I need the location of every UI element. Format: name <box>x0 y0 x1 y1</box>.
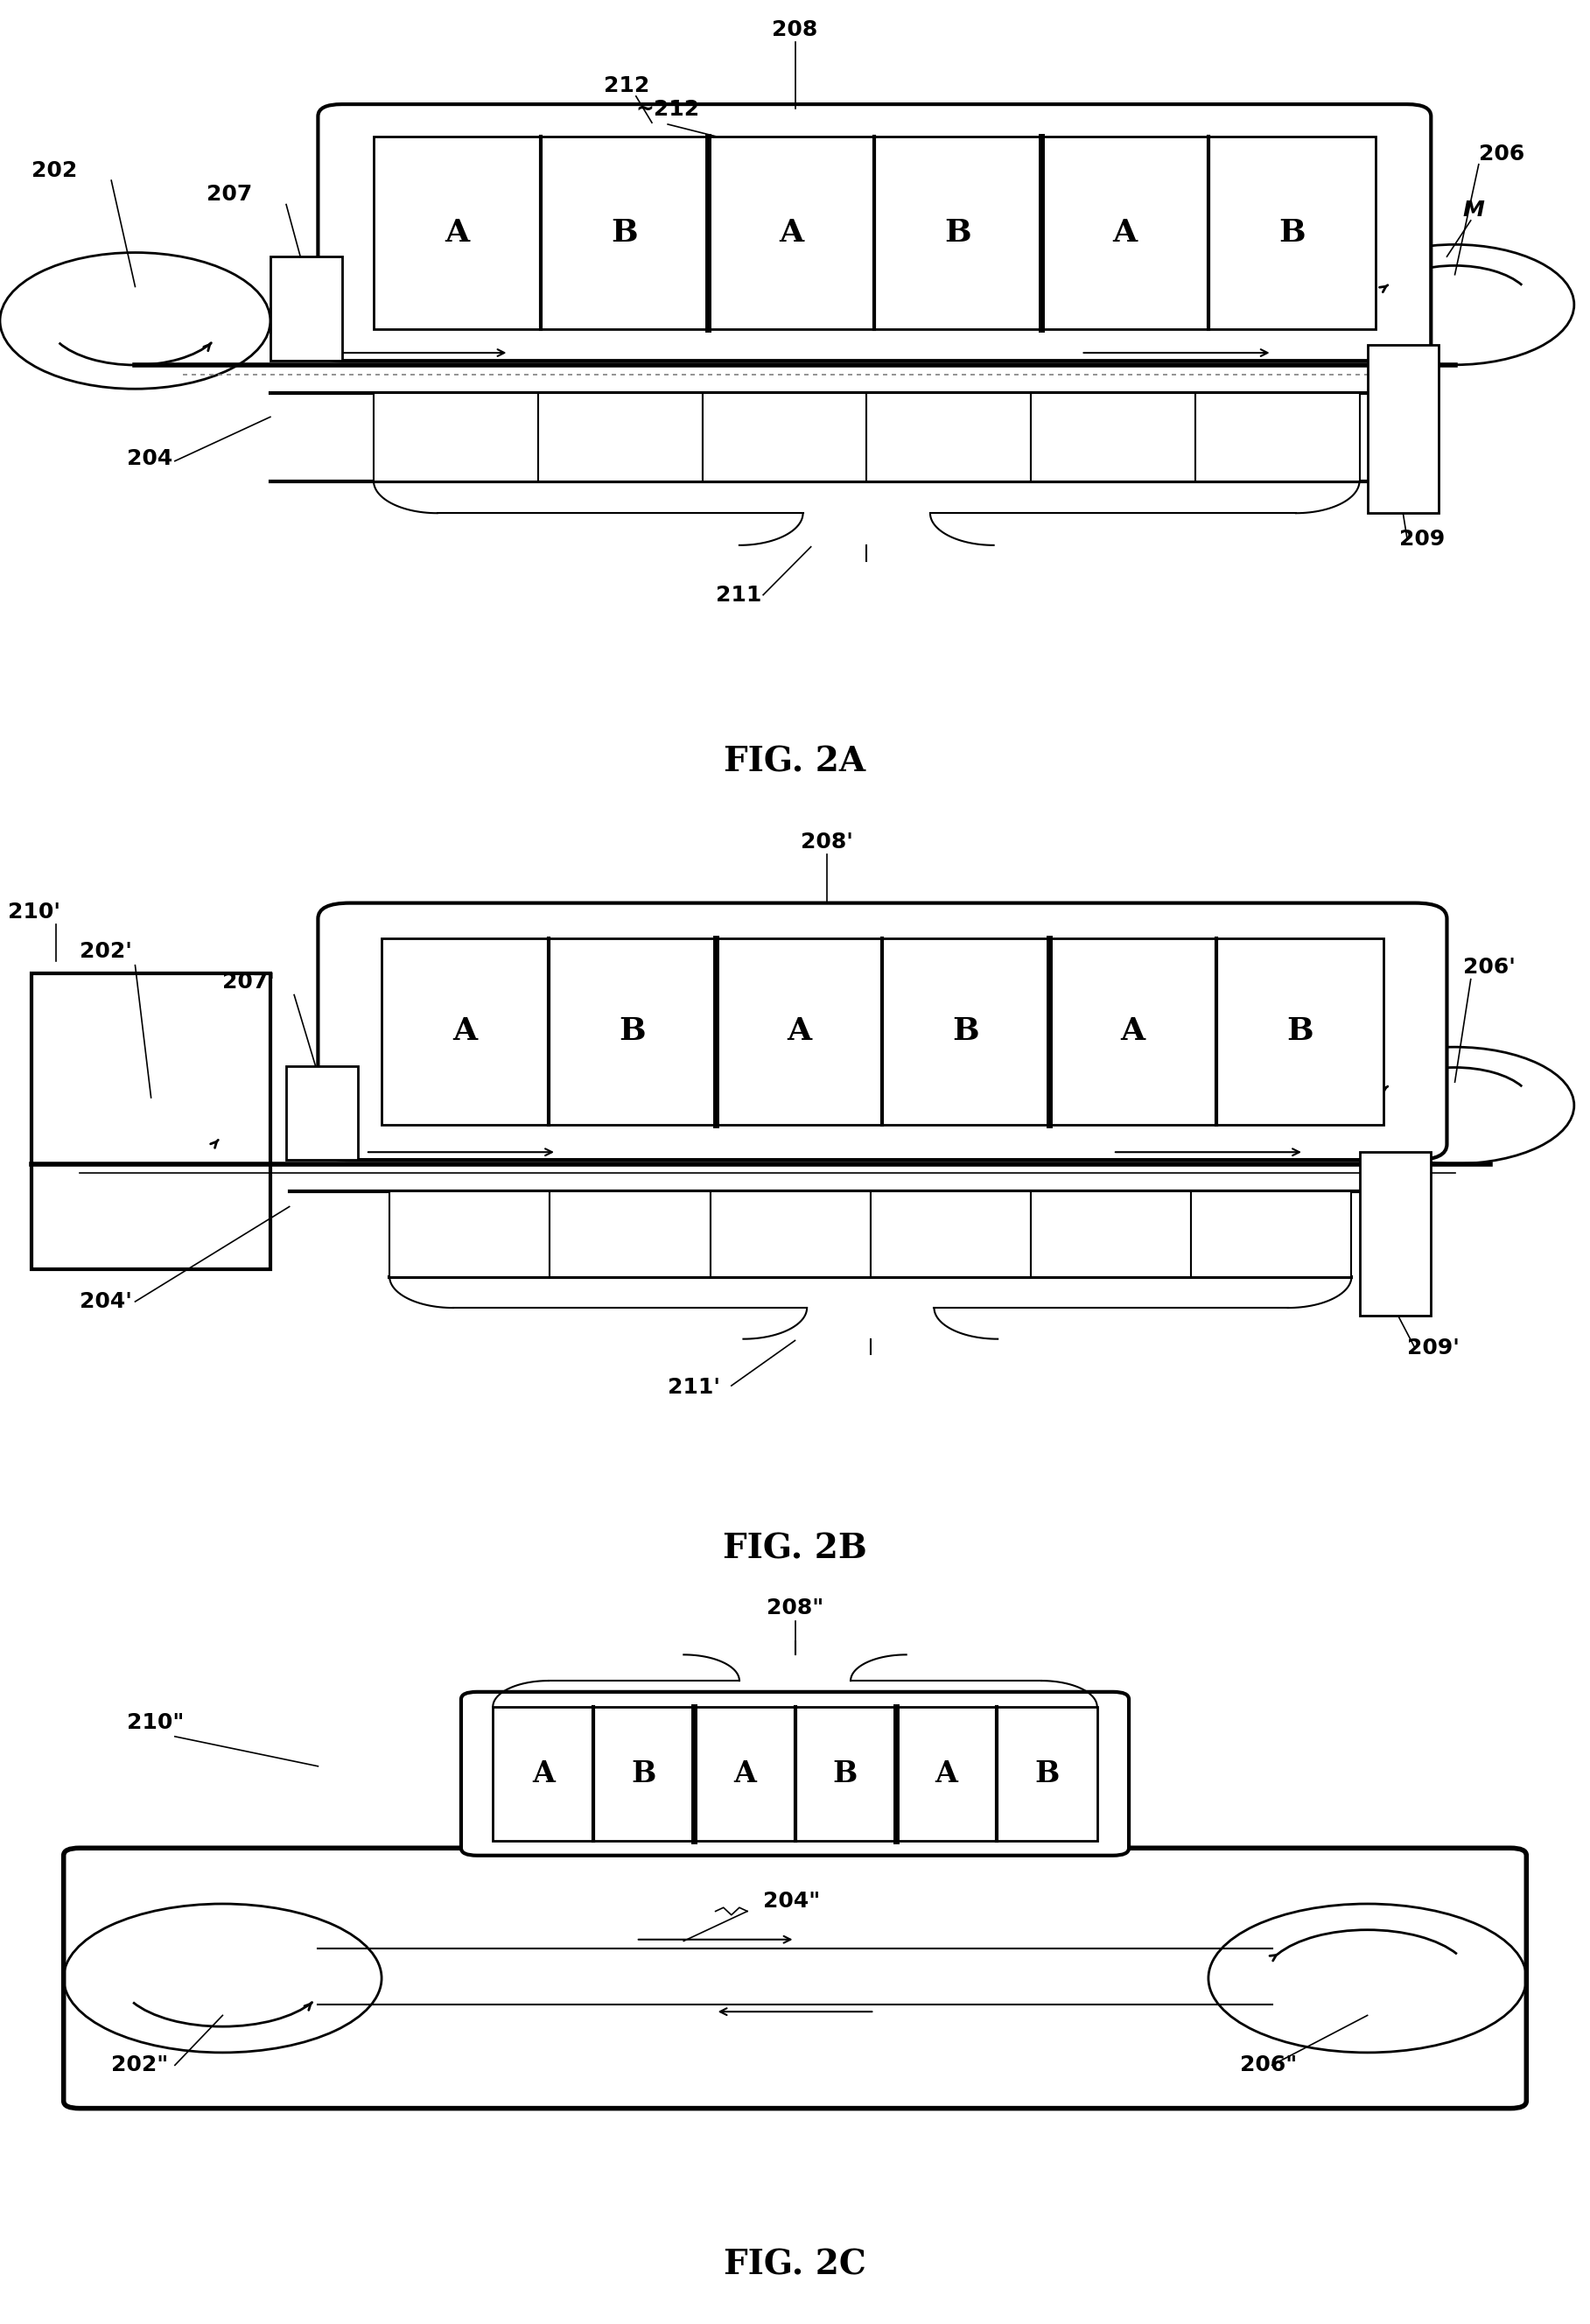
Text: A: A <box>453 1016 477 1046</box>
Bar <box>1196 393 1359 481</box>
Bar <box>895 1706 997 1841</box>
Text: 204": 204" <box>763 1892 820 1913</box>
Text: B: B <box>1278 218 1305 246</box>
Text: 202': 202' <box>80 941 132 962</box>
Text: 209': 209' <box>1407 1339 1460 1360</box>
Bar <box>1216 939 1383 1125</box>
Text: B: B <box>952 1016 979 1046</box>
Bar <box>1208 137 1375 328</box>
Text: B: B <box>611 218 638 246</box>
Text: 211: 211 <box>716 586 762 607</box>
Text: FIG. 2A: FIG. 2A <box>723 746 867 779</box>
Bar <box>390 1190 550 1276</box>
Bar <box>1030 393 1196 481</box>
Text: A: A <box>1113 218 1137 246</box>
Bar <box>270 256 342 360</box>
Bar <box>1191 1190 1352 1276</box>
Text: A: A <box>779 218 803 246</box>
Text: 209: 209 <box>1399 528 1445 548</box>
Bar <box>493 1706 593 1841</box>
Text: A: A <box>1121 1016 1145 1046</box>
Bar <box>593 1706 695 1841</box>
Bar <box>374 393 537 481</box>
Text: 207: 207 <box>207 184 253 205</box>
Text: 204': 204' <box>80 1292 132 1313</box>
Bar <box>708 137 875 328</box>
Bar <box>997 1706 1097 1841</box>
Bar <box>382 939 549 1125</box>
Text: A: A <box>445 218 469 246</box>
Text: B: B <box>1035 1759 1059 1787</box>
Text: A: A <box>533 1759 555 1787</box>
Text: B: B <box>833 1759 857 1787</box>
Bar <box>541 137 708 328</box>
FancyBboxPatch shape <box>64 1848 1526 2108</box>
Text: ~212: ~212 <box>636 100 700 121</box>
Text: FIG. 2B: FIG. 2B <box>723 1532 867 1566</box>
Bar <box>1049 939 1216 1125</box>
Bar <box>32 974 270 1269</box>
Bar <box>795 1706 895 1841</box>
Bar <box>1359 1153 1431 1315</box>
Text: 206: 206 <box>1479 144 1525 165</box>
Text: 208": 208" <box>766 1597 824 1618</box>
Text: 208': 208' <box>801 832 852 853</box>
Bar <box>867 393 1030 481</box>
Bar <box>882 939 1049 1125</box>
Text: M: M <box>1463 200 1485 221</box>
FancyBboxPatch shape <box>318 105 1431 360</box>
Text: 206': 206' <box>1463 957 1515 978</box>
Text: 202: 202 <box>32 160 78 181</box>
Text: B: B <box>1286 1016 1313 1046</box>
Text: 204: 204 <box>127 449 173 469</box>
Text: FIG. 2C: FIG. 2C <box>723 2247 867 2282</box>
Bar <box>537 393 703 481</box>
Text: B: B <box>944 218 971 246</box>
Bar <box>716 939 882 1125</box>
Bar <box>1041 137 1208 328</box>
Bar <box>1030 1190 1191 1276</box>
Bar <box>695 1706 795 1841</box>
Bar <box>286 1067 358 1160</box>
Bar <box>374 137 541 328</box>
Text: 206": 206" <box>1240 2054 1297 2075</box>
Text: 210': 210' <box>8 902 60 923</box>
Bar <box>549 939 716 1125</box>
Text: 211': 211' <box>668 1376 720 1397</box>
Text: 208: 208 <box>773 19 817 40</box>
Bar <box>711 1190 871 1276</box>
FancyBboxPatch shape <box>461 1692 1129 1855</box>
Bar <box>703 393 867 481</box>
Text: A: A <box>787 1016 811 1046</box>
Bar <box>875 137 1041 328</box>
Text: A: A <box>733 1759 755 1787</box>
Text: B: B <box>631 1759 657 1787</box>
Text: B: B <box>619 1016 646 1046</box>
Text: 210": 210" <box>127 1713 184 1734</box>
Bar <box>1367 344 1439 514</box>
Bar <box>871 1190 1030 1276</box>
Bar <box>550 1190 711 1276</box>
Text: A: A <box>935 1759 957 1787</box>
Text: 207': 207' <box>223 971 275 992</box>
Text: 212: 212 <box>604 77 650 98</box>
FancyBboxPatch shape <box>318 904 1447 1160</box>
Text: 202": 202" <box>111 2054 169 2075</box>
